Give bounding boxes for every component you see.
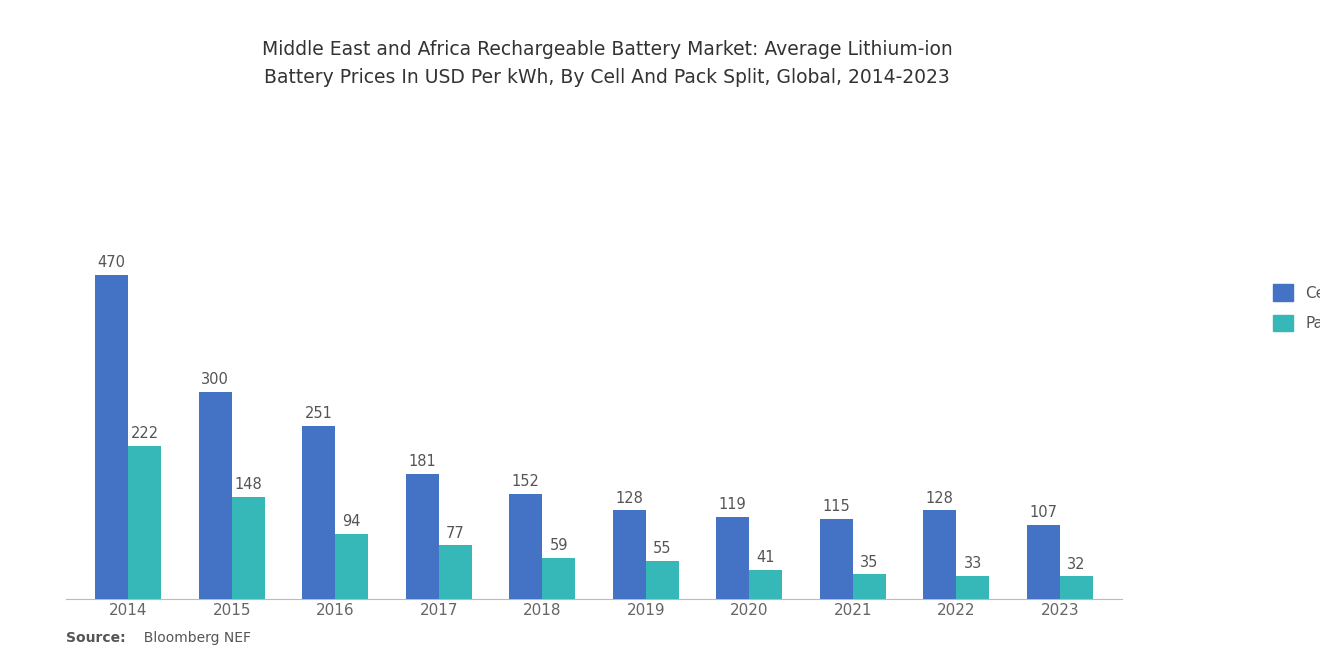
Bar xyxy=(750,571,783,598)
Bar xyxy=(198,392,231,598)
Text: 32: 32 xyxy=(1067,557,1085,572)
Bar xyxy=(820,519,853,598)
Text: 152: 152 xyxy=(512,474,540,489)
Bar xyxy=(717,517,750,598)
Text: 300: 300 xyxy=(201,372,228,387)
Bar xyxy=(957,576,990,598)
Text: 181: 181 xyxy=(408,454,436,469)
Bar xyxy=(612,510,645,598)
Text: 107: 107 xyxy=(1030,505,1057,520)
Bar xyxy=(405,474,438,598)
Text: 41: 41 xyxy=(756,551,775,565)
Text: 128: 128 xyxy=(925,491,954,505)
Bar xyxy=(853,575,886,598)
Legend: Cell, Pack: Cell, Pack xyxy=(1267,278,1320,338)
Text: 35: 35 xyxy=(861,555,879,569)
Text: 59: 59 xyxy=(549,538,568,553)
Text: 470: 470 xyxy=(98,255,125,270)
Text: 77: 77 xyxy=(446,525,465,541)
Text: Bloomberg NEF: Bloomberg NEF xyxy=(135,631,251,645)
Text: 119: 119 xyxy=(719,497,747,512)
Bar xyxy=(95,275,128,598)
Text: 33: 33 xyxy=(964,556,982,571)
Bar xyxy=(923,510,957,598)
Bar xyxy=(1060,577,1093,598)
Text: 148: 148 xyxy=(235,477,263,491)
Text: 115: 115 xyxy=(822,499,850,515)
Text: 222: 222 xyxy=(131,426,158,441)
Bar xyxy=(1027,525,1060,598)
Bar xyxy=(645,561,678,599)
Bar xyxy=(231,497,265,598)
Text: 94: 94 xyxy=(342,514,360,529)
Text: 55: 55 xyxy=(653,541,672,556)
Text: 251: 251 xyxy=(305,406,333,421)
Text: Middle East and Africa Rechargeable Battery Market: Average Lithium-ion
Battery : Middle East and Africa Rechargeable Batt… xyxy=(261,40,953,87)
Bar xyxy=(302,426,335,598)
Bar xyxy=(438,545,471,598)
Text: Source:: Source: xyxy=(66,631,125,645)
Bar xyxy=(510,494,543,598)
Text: 128: 128 xyxy=(615,491,643,505)
Bar xyxy=(335,534,368,598)
Bar xyxy=(543,558,576,598)
Bar xyxy=(128,446,161,598)
